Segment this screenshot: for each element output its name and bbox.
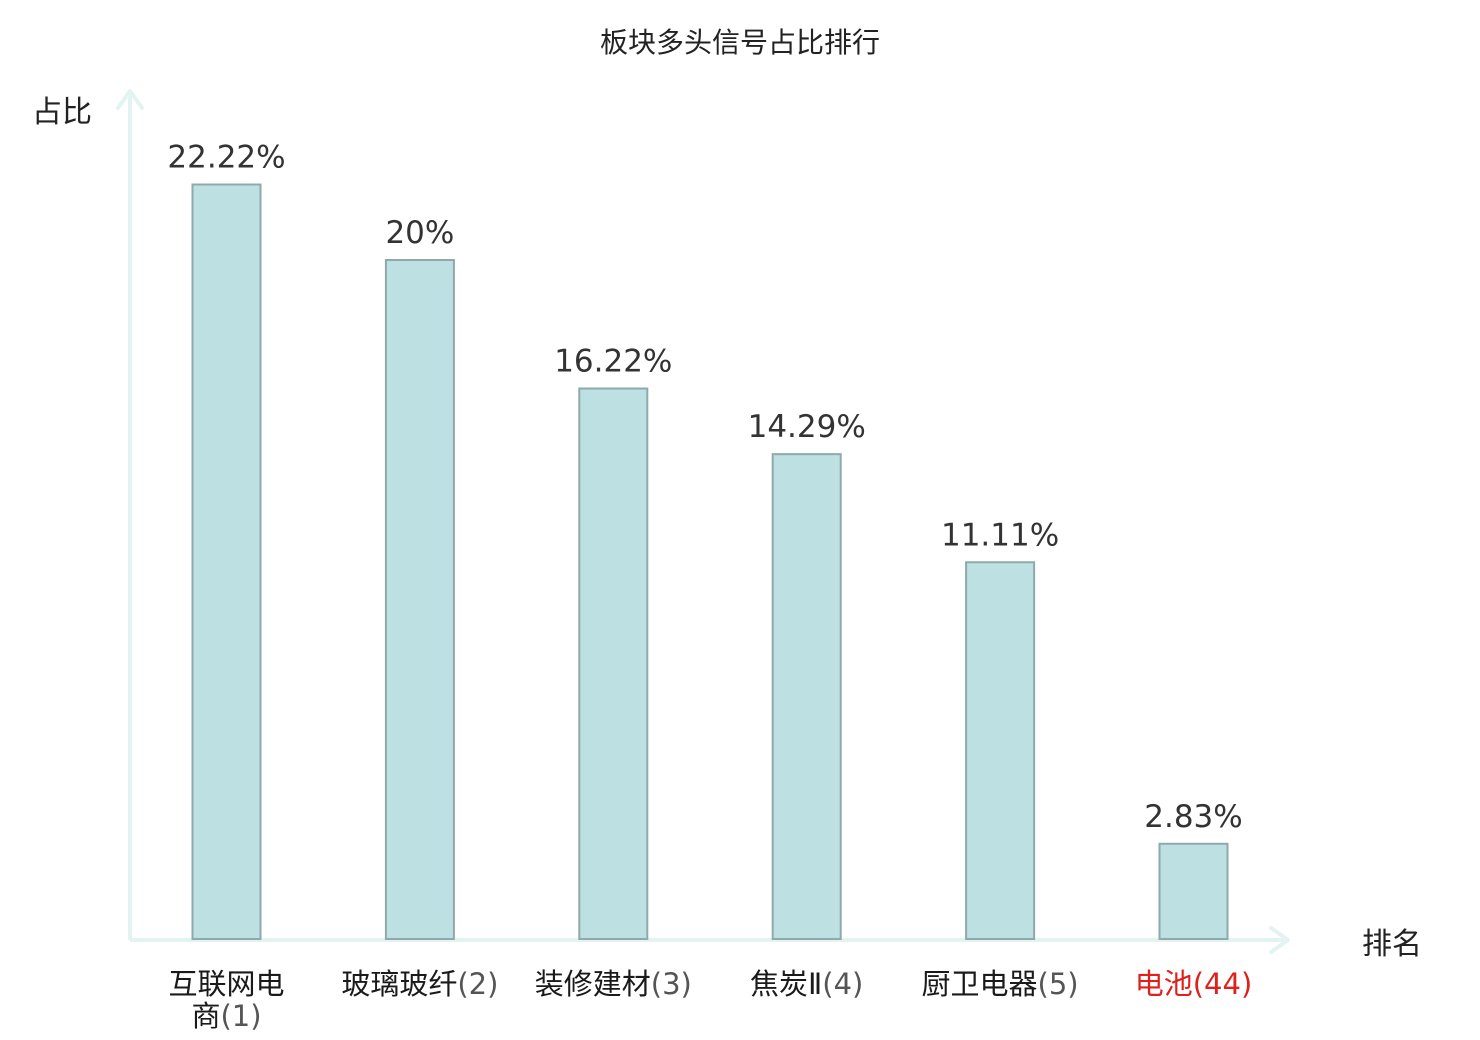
- category-label: 电池(44): [1135, 967, 1253, 1001]
- bar: [384, 259, 455, 940]
- bars: [191, 183, 1229, 941]
- bar: [771, 453, 842, 940]
- category-label: 互联网电: [168, 967, 284, 1001]
- category-label: 商(1): [191, 999, 261, 1033]
- bar: [578, 387, 649, 940]
- bar: [965, 561, 1036, 940]
- category-label: 焦炭Ⅱ(4): [750, 967, 863, 1001]
- bar: [1158, 842, 1229, 941]
- bar: [191, 183, 262, 940]
- y-axis: [116, 89, 144, 940]
- category-label: 装修建材(3): [535, 967, 692, 1001]
- bar-value-label: 22.22%: [167, 140, 285, 176]
- category-label: 厨卫电器(5): [922, 967, 1079, 1001]
- bar-value-label: 20%: [385, 215, 454, 251]
- y-axis-label: 占比: [32, 95, 92, 130]
- category-label: 玻璃玻纤(2): [341, 967, 498, 1001]
- chart-title: 板块多头信号占比排行: [600, 26, 880, 59]
- bar-value-label: 2.83%: [1144, 799, 1242, 835]
- x-axis: [130, 926, 1290, 954]
- x-axis-label: 排名: [1362, 927, 1422, 962]
- value-labels: 22.22% 20% 16.22% 14.29% 11.11% 2.83%: [167, 140, 1242, 835]
- bar-value-label: 11.11%: [941, 517, 1059, 553]
- bar-value-label: 16.22%: [554, 344, 672, 380]
- bar-value-label: 14.29%: [748, 409, 866, 445]
